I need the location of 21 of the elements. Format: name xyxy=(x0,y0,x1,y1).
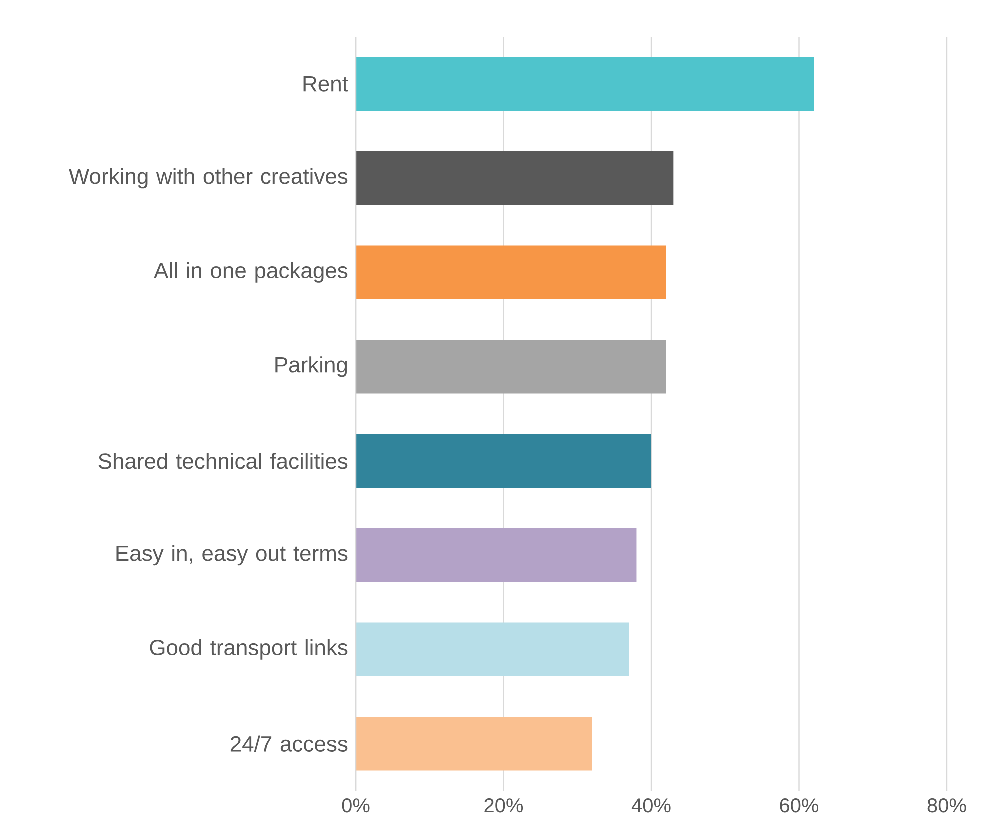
bar xyxy=(356,246,666,300)
y-tick-label: Easy in, easy out terms xyxy=(116,545,348,566)
y-tick-label: Working with other creatives xyxy=(68,168,348,189)
bar xyxy=(356,717,592,771)
bar xyxy=(356,57,814,111)
y-tick-label: Parking xyxy=(276,356,348,378)
x-tick-label: 0% xyxy=(342,798,370,813)
y-tick-label: Shared technical facilities xyxy=(98,453,348,470)
bar xyxy=(356,528,637,582)
x-tick-label: 80% xyxy=(928,798,966,813)
bar xyxy=(356,622,630,676)
bar xyxy=(356,340,666,394)
bar xyxy=(356,152,674,206)
x-tick-label: 40% xyxy=(632,798,671,813)
y-tick-label: 24/7 access xyxy=(230,736,348,752)
y-tick-label: Good transport links xyxy=(150,639,348,660)
y-tick-label: Rent xyxy=(304,76,348,92)
x-tick-label: 20% xyxy=(484,798,524,813)
bar xyxy=(356,434,652,488)
x-tick-label: 60% xyxy=(780,798,819,813)
y-tick-label: All in one packages xyxy=(154,262,348,283)
